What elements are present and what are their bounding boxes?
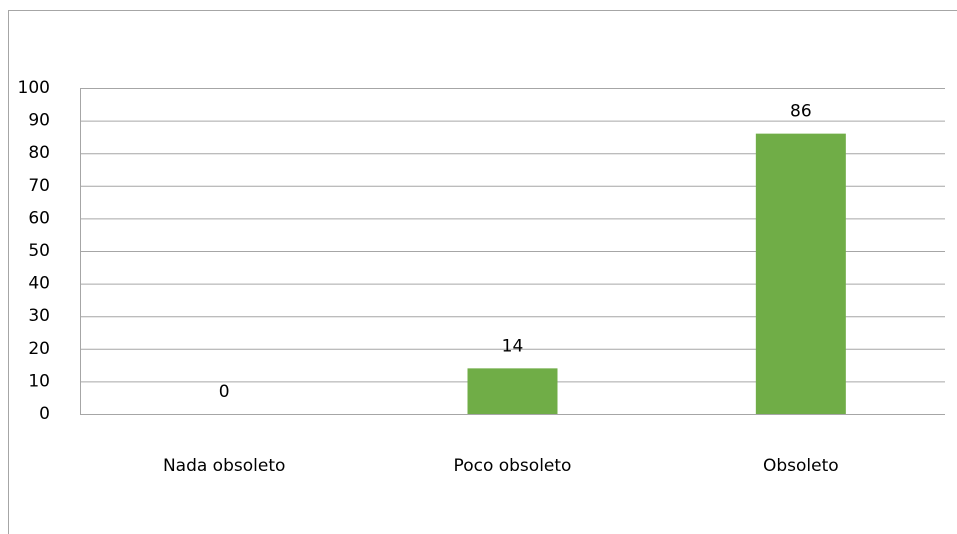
x-tick-label: Obsoleto bbox=[763, 456, 839, 476]
data-label: 0 bbox=[219, 382, 230, 402]
bar bbox=[755, 133, 846, 414]
y-tick-label: 80 bbox=[28, 143, 50, 163]
y-tick-label: 90 bbox=[28, 111, 50, 131]
y-tick-label: 70 bbox=[28, 176, 50, 196]
x-tick-label: Nada obsoleto bbox=[163, 456, 285, 476]
bar bbox=[467, 368, 558, 414]
y-tick-label: 20 bbox=[28, 339, 50, 359]
data-label: 86 bbox=[790, 102, 812, 122]
data-label: 14 bbox=[502, 336, 524, 356]
y-tick-label: 60 bbox=[28, 208, 50, 228]
chart-border bbox=[8, 10, 957, 534]
y-tick-label: 10 bbox=[28, 371, 50, 391]
y-tick-label: 40 bbox=[28, 274, 50, 294]
y-tick-label: 30 bbox=[28, 306, 50, 326]
y-tick-label: 50 bbox=[28, 241, 50, 261]
y-tick-label: 100 bbox=[18, 78, 50, 98]
x-tick-label: Poco obsoleto bbox=[454, 456, 572, 476]
y-tick-label: 0 bbox=[39, 404, 50, 424]
